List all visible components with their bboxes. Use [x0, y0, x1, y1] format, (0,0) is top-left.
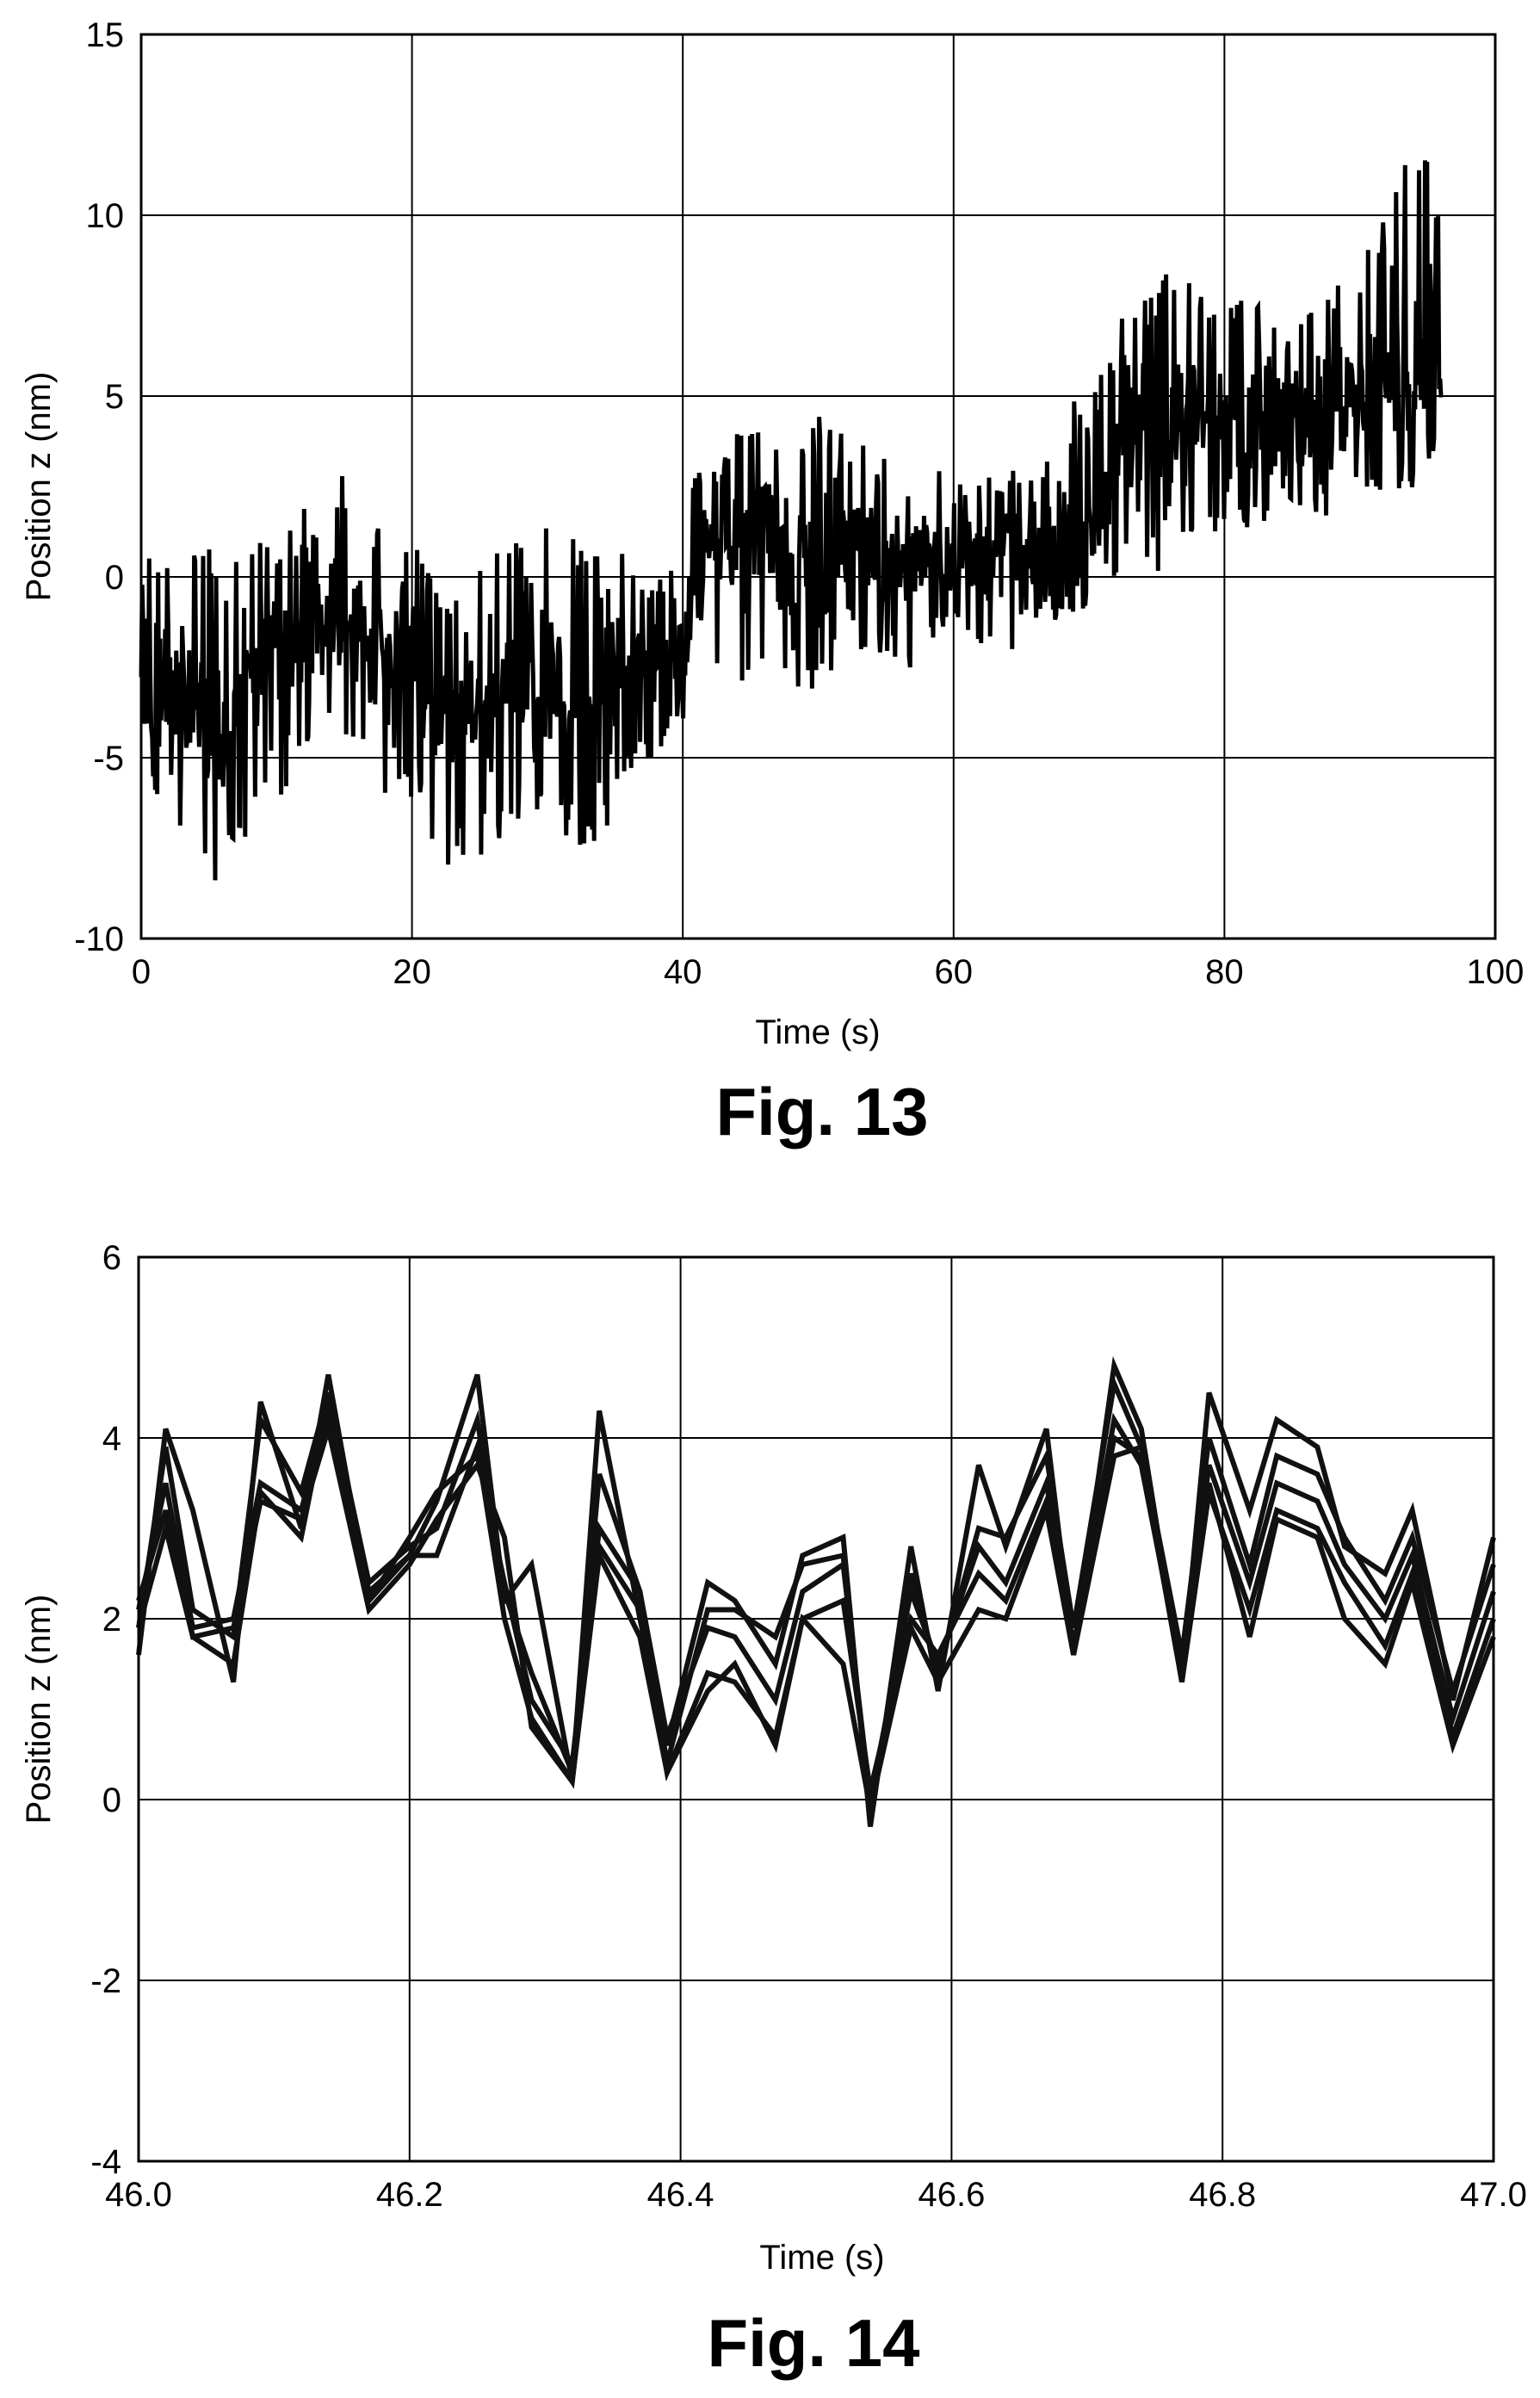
fig14-y-tick-label: 4 — [102, 1420, 121, 1458]
fig14-x-tick-label: 47.0 — [1460, 2176, 1527, 2214]
fig13-x-tick-label: 100 — [1467, 953, 1525, 991]
fig13-x-tick-label: 0 — [132, 953, 151, 991]
fig14-x-tick-label: 46.0 — [105, 2176, 172, 2214]
fig13-series — [139, 160, 1444, 881]
fig14-y-tick-label: 2 — [102, 1601, 121, 1639]
fig14-x-tick-label: 46.8 — [1189, 2176, 1256, 2214]
fig13-y-tick-label: -5 — [93, 740, 124, 778]
fig13-y-tick-labels: -10 -5 0 5 10 15 — [74, 16, 124, 958]
fig14-x-axis-label: Time (s) — [759, 2239, 884, 2277]
fig13-y-tick-label: 5 — [105, 378, 124, 416]
fig13-x-tick-label: 20 — [393, 953, 431, 991]
fig14-y-axis-label: Position z (nm) — [20, 1595, 58, 1825]
fig14-x-tick-label: 46.6 — [918, 2176, 985, 2214]
fig14-series-trace-2 — [136, 1374, 1496, 1819]
fig14-gridlines — [139, 1257, 1494, 2161]
fig14-series-trace-1 — [136, 1355, 1496, 1827]
fig13-x-axis-label: Time (s) — [755, 1013, 880, 1051]
fig14-y-tick-label: 6 — [102, 1239, 121, 1277]
fig14-x-tick-labels: 46.0 46.2 46.4 46.6 46.8 47.0 — [105, 2176, 1527, 2214]
figure-13: 0 20 40 60 80 100 -10 -5 0 5 10 15 Time (s) Positi… — [20, 16, 1524, 1149]
fig13-y-tick-label: 10 — [86, 197, 125, 235]
fig14-y-tick-label: 0 — [102, 1781, 121, 1819]
fig13-plot-frame — [139, 33, 1497, 940]
fig13-x-tick-label: 60 — [935, 953, 974, 991]
fig14-y-tick-label: -2 — [90, 1962, 121, 2000]
fig13-caption: Fig. 13 — [715, 1074, 928, 1149]
fig14-plot-frame — [137, 1255, 1495, 2163]
fig13-x-tick-label: 80 — [1205, 953, 1244, 991]
fig14-y-tick-label: -4 — [90, 2143, 121, 2181]
fig13-x-tick-label: 40 — [664, 953, 702, 991]
fig13-x-tick-labels: 0 20 40 60 80 100 — [132, 953, 1525, 991]
fig14-series — [136, 1355, 1496, 1827]
fig14-y-tick-labels: -4 -2 0 2 4 6 — [90, 1239, 121, 2181]
fig14-x-tick-label: 46.2 — [376, 2176, 443, 2214]
fig13-y-axis-label: Position z (nm) — [20, 372, 58, 602]
fig14-series-trace-4 — [136, 1418, 1496, 1792]
fig13-y-tick-label: -10 — [74, 920, 124, 958]
fig13-series-trace — [139, 160, 1444, 881]
fig13-y-tick-label: 0 — [105, 559, 124, 597]
fig14-caption: Fig. 14 — [707, 2305, 919, 2381]
fig14-series-trace-5 — [136, 1401, 1496, 1810]
fig14-x-tick-label: 46.4 — [647, 2176, 714, 2214]
fig13-y-tick-label: 15 — [86, 16, 125, 54]
figure-14: 46.0 46.2 46.4 46.6 46.8 47.0 -4 -2 0 2 4 6 Time (… — [20, 1239, 1527, 2381]
